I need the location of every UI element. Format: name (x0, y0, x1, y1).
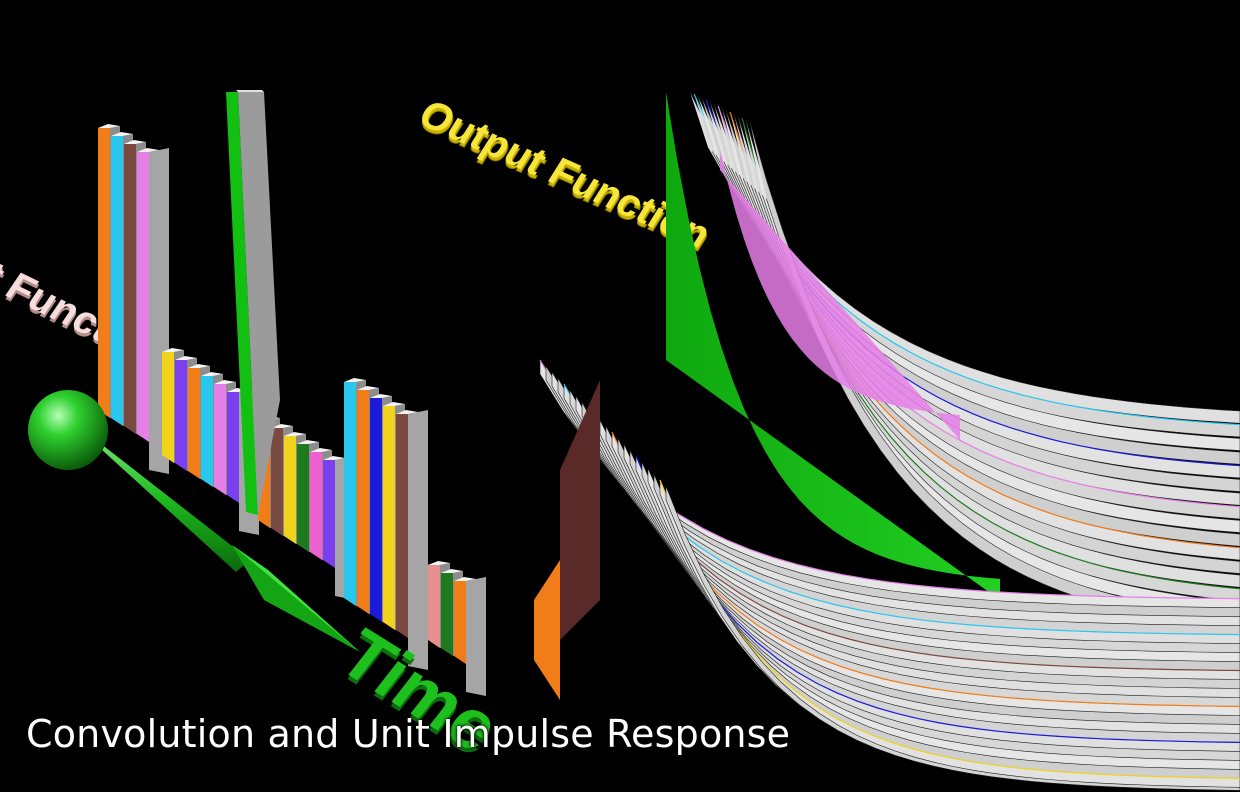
input-bar (98, 128, 110, 418)
input-bar-top (98, 124, 120, 128)
input-bar (162, 352, 174, 463)
input-bar-top (284, 432, 306, 436)
input-bar (310, 452, 322, 560)
input-bar (383, 406, 395, 630)
response-ribbon-accent (720, 150, 960, 440)
response-ribbon-edge (659, 479, 1240, 779)
input-bar (297, 444, 309, 552)
input-bar (111, 136, 123, 426)
input-bar (323, 460, 335, 568)
input-bar-top (297, 440, 319, 444)
unit-impulse-bar (226, 90, 280, 515)
response-ribbon-base (534, 560, 560, 700)
response-ribbon-edge (635, 455, 1240, 743)
impulse-response-wall (666, 92, 1000, 600)
response-ribbon (665, 485, 1240, 791)
response-ribbon-edge (611, 431, 1240, 708)
input-bar-top (162, 348, 184, 352)
input-bar-top (137, 148, 159, 152)
input-bar-group-back (466, 577, 486, 696)
input-bar (201, 376, 213, 487)
input-bar (227, 392, 239, 503)
input-bar (188, 368, 200, 479)
input-bar-top (214, 380, 236, 384)
input-bar-top (201, 372, 223, 376)
input-bar (271, 428, 283, 536)
input-bar-top (396, 410, 418, 414)
input-bar (214, 384, 226, 495)
output-response-ribbons (534, 91, 1240, 791)
input-bar-top (323, 456, 345, 460)
input-function-bars (98, 124, 486, 696)
input-bar-top (428, 561, 450, 565)
input-bar (441, 573, 453, 656)
input-bar (454, 581, 466, 664)
input-bar (357, 390, 369, 614)
input-bar (396, 414, 408, 638)
response-ribbon-base (560, 380, 600, 640)
time-axis-sphere-icon (28, 390, 108, 470)
input-bar-top (441, 569, 463, 573)
input-bar-top (124, 140, 146, 144)
input-bar (124, 144, 136, 434)
input-bar-top (175, 356, 197, 360)
input-bar-top (310, 448, 332, 452)
input-bar-top (383, 402, 405, 406)
response-ribbon (749, 121, 1240, 642)
time-axis-arrow-icon (78, 428, 360, 652)
input-bar (284, 436, 296, 544)
input-bar (428, 565, 440, 648)
input-bar-top (344, 378, 366, 382)
input-bar (370, 398, 382, 622)
input-bar-top (370, 394, 392, 398)
input-bar (344, 382, 356, 606)
input-bar-top (454, 577, 476, 581)
input-bar-top (271, 424, 293, 428)
input-bar-top (357, 386, 379, 390)
input-bar-top (111, 132, 133, 136)
input-bar (175, 360, 187, 471)
video-caption: Convolution and Unit Impulse Response (26, 712, 791, 756)
input-bar-group-back (408, 410, 428, 670)
input-bar-top (188, 364, 210, 368)
input-bar (137, 152, 149, 442)
